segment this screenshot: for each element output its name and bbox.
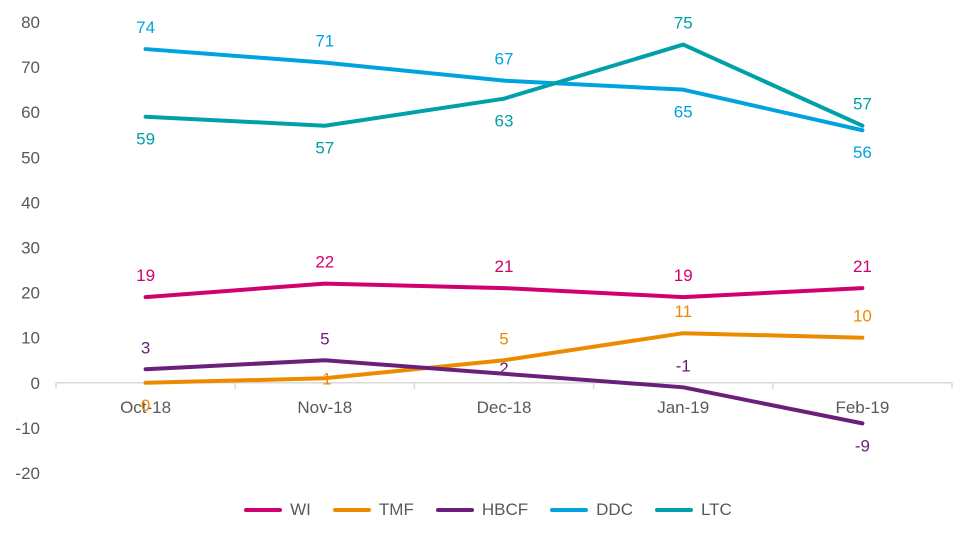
data-label-tmf: 10 — [853, 307, 872, 326]
x-tick-label: Jan-19 — [657, 398, 709, 417]
y-axis-ticks: 80 70 60 50 40 30 20 10 0 -10 -20 — [15, 13, 40, 483]
data-label-wi: 21 — [495, 257, 514, 276]
data-label-hbcf: -1 — [676, 356, 691, 375]
data-label-ddc: 71 — [315, 32, 334, 51]
x-tick-label: Oct-18 — [120, 398, 171, 417]
data-label-ddc: 67 — [495, 50, 514, 69]
legend-swatch — [550, 508, 589, 512]
x-tick-label: Feb-19 — [835, 398, 889, 417]
legend-swatch — [654, 508, 693, 512]
data-label-ltc: 57 — [315, 139, 334, 158]
data-label-hbcf: 3 — [141, 338, 150, 357]
legend-label: TMF — [378, 500, 414, 519]
chart-legend: WI TMF HBCF DDC LTC — [0, 500, 976, 520]
x-tick-label: Dec-18 — [477, 398, 532, 417]
data-label-tmf: 11 — [674, 302, 692, 321]
data-label-ddc: 65 — [674, 103, 693, 122]
legend-swatch — [244, 508, 283, 512]
y-tick-label: 40 — [21, 193, 40, 212]
data-label-wi: 21 — [853, 257, 872, 276]
data-label-tmf: 1 — [322, 369, 331, 388]
legend-item-hbcf: HBCF — [435, 500, 529, 520]
data-label-ltc: 59 — [136, 130, 155, 149]
data-labels: 19 22 21 19 21 0 1 5 11 10 3 5 2 -1 -9 74 71 67 65 56 59 57 63… — [136, 14, 872, 456]
series-line-tmf — [143, 331, 865, 385]
y-tick-label: -10 — [15, 419, 40, 438]
y-tick-label: 80 — [21, 13, 40, 32]
data-label-ltc: 75 — [674, 14, 693, 33]
legend-item-tmf: TMF — [332, 500, 414, 520]
y-tick-label: 20 — [21, 284, 40, 303]
data-label-hbcf: 5 — [320, 329, 329, 348]
y-tick-label: -20 — [15, 464, 40, 483]
series-line-hbcf — [143, 358, 865, 426]
series-lines — [143, 42, 865, 426]
y-tick-label: 0 — [31, 374, 40, 393]
y-tick-label: 70 — [21, 58, 40, 77]
legend-item-ddc: DDC — [550, 500, 633, 520]
data-label-wi: 19 — [674, 266, 693, 285]
y-tick-label: 50 — [21, 148, 40, 167]
data-label-ddc: 74 — [136, 18, 155, 37]
y-tick-label: 60 — [21, 103, 40, 122]
x-tick-label: Nov-18 — [297, 398, 352, 417]
series-line-ltc — [143, 42, 865, 128]
x-axis-ticks: Oct-18 Nov-18 Dec-18 Jan-19 Feb-19 — [55, 382, 953, 417]
legend-label: DDC — [596, 500, 633, 519]
legend-label: LTC — [700, 500, 732, 519]
legend-swatch — [435, 508, 474, 512]
series-line-ddc — [143, 47, 865, 133]
y-tick-label: 10 — [21, 329, 40, 348]
data-label-wi: 22 — [315, 253, 334, 272]
data-label-ddc: 56 — [853, 143, 872, 162]
data-label-hbcf: -9 — [855, 436, 870, 455]
legend-item-wi: WI — [244, 500, 311, 520]
data-label-wi: 19 — [136, 266, 155, 285]
data-label-ltc: 63 — [495, 112, 514, 131]
series-line-wi — [143, 281, 865, 300]
legend-label: WI — [290, 500, 311, 519]
y-tick-label: 30 — [21, 239, 40, 258]
legend-swatch — [332, 508, 371, 512]
data-label-tmf: 5 — [499, 329, 508, 348]
legend-item-ltc: LTC — [654, 500, 732, 520]
data-label-ltc: 57 — [853, 95, 872, 114]
legend-label: HBCF — [481, 500, 529, 519]
data-label-hbcf: 2 — [499, 359, 508, 378]
data-label-tmf: 0 — [141, 396, 150, 415]
